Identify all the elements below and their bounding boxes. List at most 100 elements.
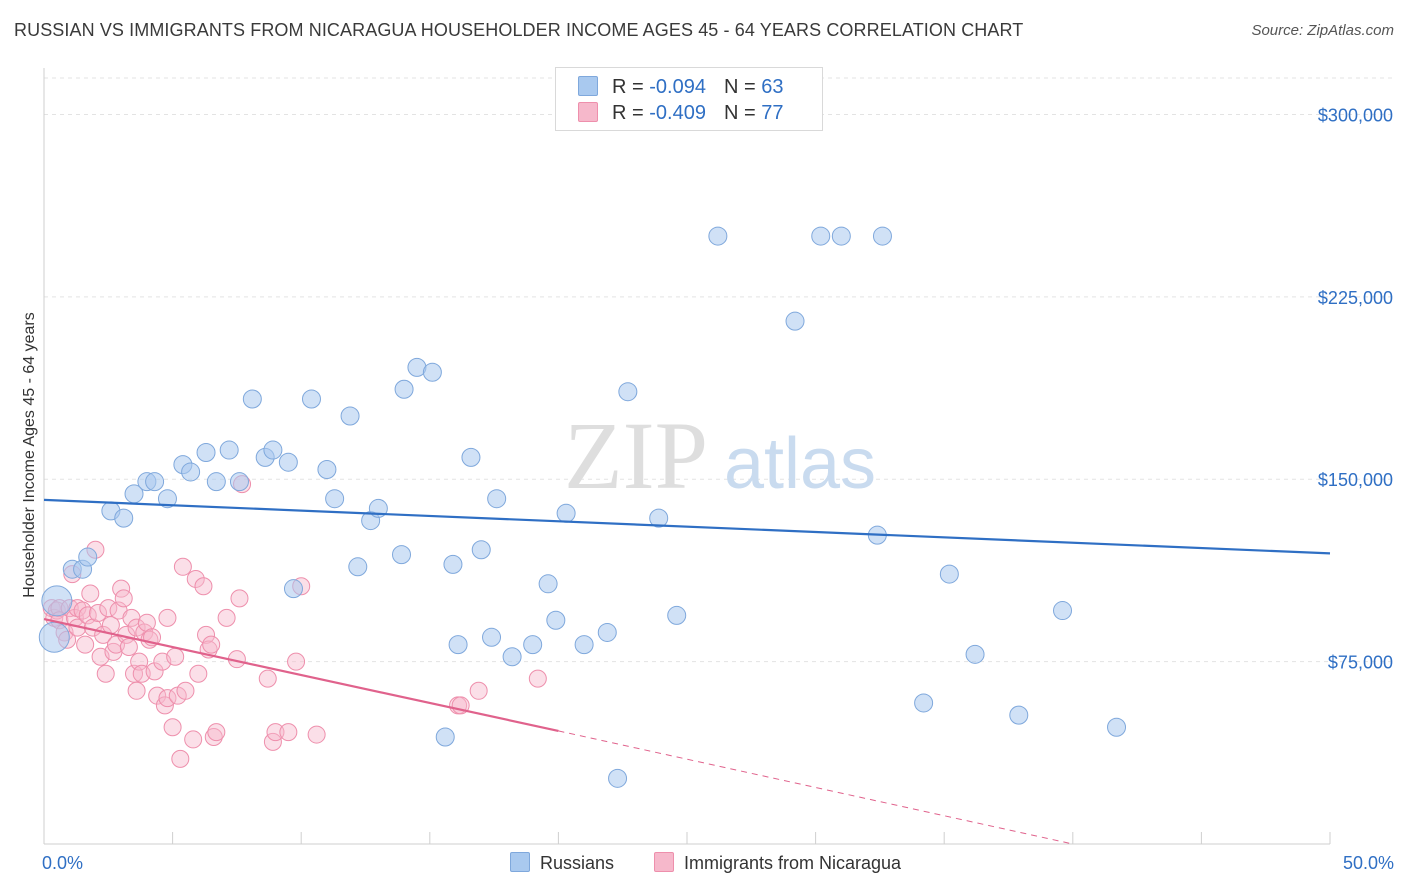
russians-point <box>278 452 298 472</box>
nicaragua-point <box>186 569 205 588</box>
nicaragua-point <box>266 723 285 742</box>
russians-point <box>471 540 491 560</box>
russians-point <box>157 489 177 509</box>
russians-point <box>523 635 543 655</box>
nicaragua-point <box>73 601 92 620</box>
nicaragua-point <box>230 589 249 608</box>
x-tick-min: 0.0% <box>42 853 84 873</box>
russians-point <box>38 621 70 653</box>
watermark-atlas: atlas <box>724 424 876 504</box>
nicaragua-point <box>173 557 192 576</box>
russians-point <box>114 508 134 528</box>
legend-n-label: N = <box>723 102 762 124</box>
nicaragua-point <box>189 664 208 683</box>
legend-n-value: 63 <box>761 76 784 98</box>
nicaragua-point <box>528 669 547 688</box>
legend-row-russians: R = -0.094 N = 63 <box>578 76 783 100</box>
legend-n-value: 77 <box>761 102 784 124</box>
nicaragua-point <box>148 686 167 705</box>
nicaragua-point <box>158 689 177 708</box>
nicaragua-point <box>127 681 146 700</box>
russians-point <box>448 635 468 655</box>
russians-point <box>597 622 617 642</box>
nicaragua-point <box>76 635 95 654</box>
russians-point <box>145 472 165 492</box>
russians-point <box>487 489 507 509</box>
russians-point <box>965 644 985 664</box>
y-tick-label: $75,000 <box>1328 653 1393 673</box>
legend-item-nicaragua: Immigrants from Nicaragua <box>654 852 901 874</box>
russians-point <box>811 226 831 246</box>
russians-point <box>348 557 368 577</box>
series-legend: Russians Immigrants from Nicaragua <box>0 852 1406 876</box>
grid-lines <box>44 77 1392 663</box>
nicaragua-point <box>119 638 138 657</box>
legend-r-value: -0.409 <box>649 102 706 124</box>
correlation-legend: R = -0.094 N = 63 R = -0.409 N = 77 <box>555 67 823 131</box>
russians-point <box>229 472 249 492</box>
russians-point <box>206 472 226 492</box>
russians-point <box>422 362 442 382</box>
legend-item-label: Russians <box>540 853 615 873</box>
russians-point <box>831 226 851 246</box>
y-tick-labels: $75,000 $150,000 $225,000 $300,000 <box>1318 105 1393 672</box>
nicaragua-swatch <box>654 852 674 872</box>
source-label: Source: ZipAtlas.com <box>1251 22 1394 39</box>
legend-item-russians: Russians <box>510 852 614 874</box>
nicaragua-point <box>258 669 277 688</box>
russians-point <box>1053 601 1073 621</box>
russians-point <box>939 564 959 584</box>
nicaragua-point <box>469 681 488 700</box>
russians-point <box>181 462 201 482</box>
nicaragua-point <box>202 635 221 654</box>
y-tick-label: $225,000 <box>1318 288 1393 308</box>
nicaragua-point <box>207 723 226 742</box>
russians-point <box>502 647 522 667</box>
russians-point <box>574 635 594 655</box>
russians-point <box>618 382 638 402</box>
nicaragua-point <box>158 608 177 627</box>
russians-point <box>325 489 345 509</box>
nicaragua-point <box>171 749 190 768</box>
russians-point <box>340 406 360 426</box>
nicaragua-point <box>145 662 164 681</box>
y-tick-label: $300,000 <box>1318 105 1393 125</box>
nicaragua-point <box>163 718 182 737</box>
x-tick-max: 50.0% <box>1342 853 1394 873</box>
russians-point <box>872 226 892 246</box>
nicaragua-point <box>307 725 326 744</box>
legend-r-value: -0.094 <box>649 76 706 98</box>
nicaragua-point <box>78 606 97 625</box>
nicaragua-swatch <box>578 102 598 122</box>
nicaragua-point <box>96 664 115 683</box>
legend-item-label: Immigrants from Nicaragua <box>684 853 902 873</box>
russians-point <box>1009 705 1029 725</box>
russians-point <box>649 508 669 528</box>
russians-point <box>394 379 414 399</box>
russians-point <box>435 727 455 747</box>
russians-point <box>301 389 321 409</box>
watermark-zip: ZIP <box>564 402 708 509</box>
russians-point <box>538 574 558 594</box>
russians-swatch <box>510 852 530 872</box>
nicaragua-point <box>89 603 108 622</box>
axes <box>43 68 1331 845</box>
russians-trend-line <box>43 498 1331 555</box>
russians-point <box>41 585 73 617</box>
russians-point <box>1107 717 1127 737</box>
chart-title: RUSSIAN VS IMMIGRANTS FROM NICARAGUA HOU… <box>14 20 1024 40</box>
nicaragua-trend-extension <box>558 730 1073 845</box>
russians-point <box>708 226 728 246</box>
legend-n-label: N = <box>723 76 762 98</box>
nicaragua-trend-line <box>43 617 559 732</box>
trend-lines <box>43 498 1331 845</box>
russians-point <box>317 460 337 480</box>
watermark: ZIP atlas <box>564 402 876 509</box>
nicaragua-point <box>287 652 306 671</box>
y-tick-label: $150,000 <box>1318 470 1393 490</box>
russians-point <box>392 545 412 565</box>
russians-swatch <box>578 76 598 96</box>
russians-point <box>461 447 481 467</box>
russians-point <box>219 440 239 460</box>
russians-point <box>667 605 687 625</box>
